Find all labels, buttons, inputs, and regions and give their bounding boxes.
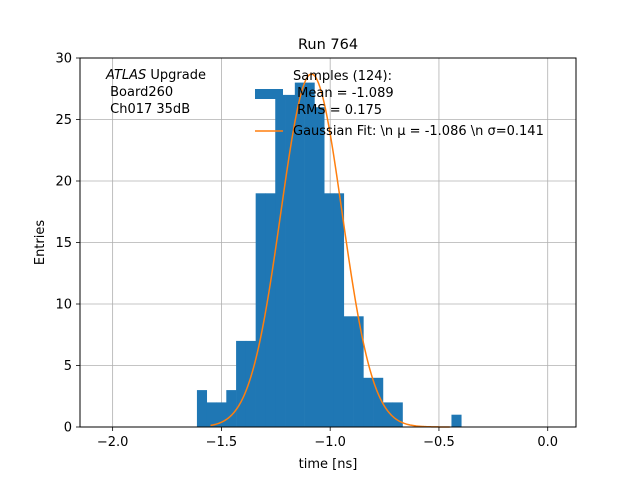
histogram-bar [255,193,266,427]
x-tick-label: −0.5 [423,435,455,450]
y-tick-label: 10 [55,298,72,313]
gaussian-fit [210,73,450,428]
annotation-line-2: Board260 [106,85,173,100]
x-axis-ticks: −2.0 −1.5 −1.0 −0.5 0.0 [97,427,558,450]
y-tick-label: 15 [55,236,72,251]
histogram-bar [382,402,394,427]
histogram-bar [451,414,462,427]
histogram-bar [196,390,208,427]
x-tick-label: −2.0 [97,435,129,450]
histogram-bar [343,316,354,427]
y-tick-label: 30 [55,52,72,67]
histogram-bar [392,402,403,427]
legend-fit-label: Gaussian Fit: \n μ = -1.086 \n σ=0.141 [293,124,544,139]
histogram-bar [304,82,315,427]
x-tick-label: −1.0 [314,435,346,450]
histogram-bar [324,193,335,427]
histogram-bar [294,82,305,427]
histogram-bars [196,82,462,428]
legend-samples-line-1: Samples (124): [293,69,392,84]
histogram-bar [206,402,217,427]
histogram-bar [353,316,364,427]
chart-title: Run 764 [298,37,358,53]
histogram-bar [275,94,286,428]
histogram-bar [216,402,227,427]
y-tick-label: 25 [55,113,72,128]
histogram-bar [363,377,374,427]
y-axis-label: Entries [33,220,48,266]
legend: Samples (124): Mean = -1.089 RMS = 0.175… [255,69,544,139]
y-tick-label: 20 [55,175,72,190]
y-tick-label: 0 [64,421,72,436]
atlas-annotation: ATLAS Upgrade Board260 Ch017 35dB [105,68,206,117]
histogram-bar [226,390,237,427]
legend-samples-patch [255,89,283,99]
legend-samples-line-3: RMS = 0.175 [293,103,382,118]
annotation-italic: ATLAS [105,68,146,83]
histogram-bar [333,193,345,427]
fit-curve [210,73,450,428]
y-axis-ticks: 0 5 10 15 20 25 30 [55,52,80,436]
annotation-line-3: Ch017 35dB [106,102,190,117]
histogram-bar [265,193,276,427]
histogram-bar [236,340,247,427]
histogram-bar [285,94,296,428]
x-tick-label: −1.5 [206,435,238,450]
y-tick-label: 5 [64,359,72,374]
annotation-line-1: ATLAS Upgrade [105,68,206,83]
annotation-rest: Upgrade [146,68,206,83]
x-axis-label: time [ns] [299,457,358,472]
histogram-bar [314,107,325,427]
legend-samples-line-2: Mean = -1.089 [293,86,394,101]
x-tick-label: 0.0 [537,435,558,450]
histogram-bar [373,377,384,427]
histogram-bar [245,340,256,427]
